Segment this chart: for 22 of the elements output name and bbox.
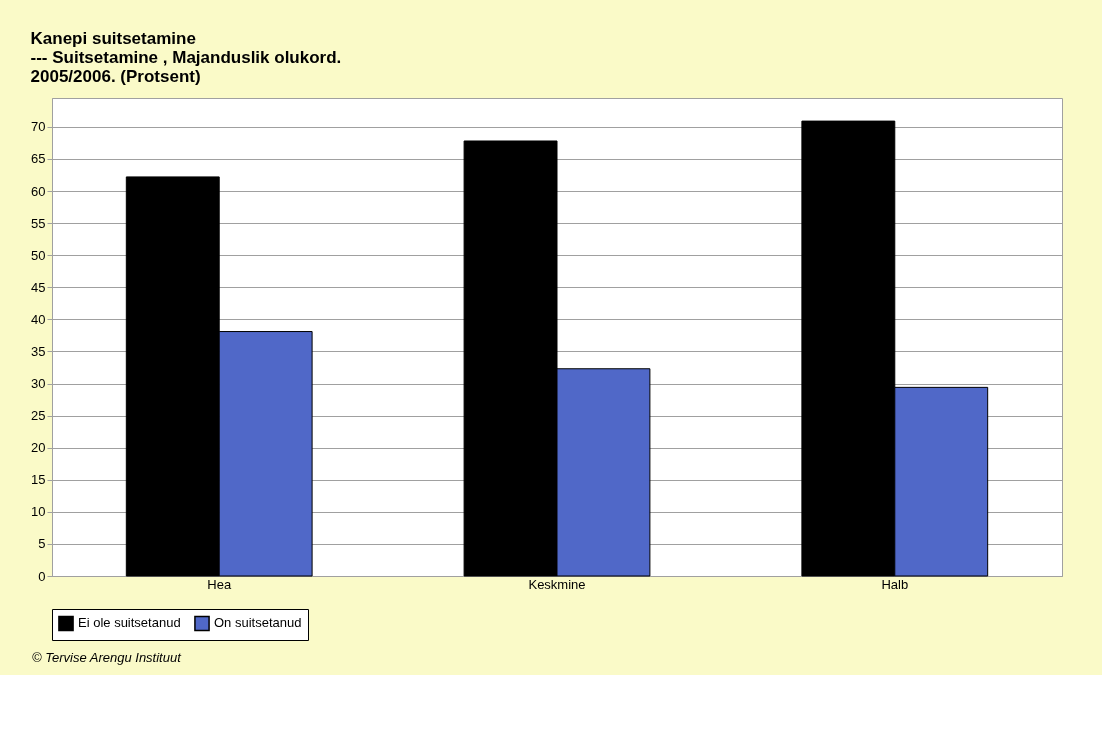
x-tick-label: Halb [881, 576, 909, 592]
y-tick-label: 50 [31, 247, 46, 263]
y-tick-label: 60 [31, 183, 46, 199]
y-tick-label: 65 [31, 151, 46, 167]
legend-label: Ei ole suitsetanud [78, 615, 181, 631]
chart-title: Kanepi suitsetamine --- Suitsetamine , Majanduslik olukord. 2005/2006. (Protsent) [30, 29, 342, 86]
y-tick-label: 10 [31, 504, 46, 520]
y-tick-label: 20 [31, 440, 46, 456]
y-tick-label: 45 [31, 279, 46, 295]
y-tick-label: 40 [31, 311, 46, 327]
y-tick-label: 35 [31, 343, 46, 359]
legend-label: On suitsetanud [214, 615, 302, 631]
y-tick-label: 0 [38, 568, 46, 584]
y-tick-label: 55 [31, 215, 46, 231]
y-tick-label: 15 [31, 472, 46, 488]
text: © Tervise Arengu Instituut [32, 650, 183, 665]
x-tick-label: Keskmine [528, 576, 586, 592]
y-tick-label: 5 [38, 536, 46, 552]
x-tick-label: Hea [207, 576, 232, 592]
y-tick-label: 30 [31, 376, 46, 392]
y-tick-label: 25 [31, 408, 46, 424]
y-tick-label: 70 [31, 119, 46, 135]
